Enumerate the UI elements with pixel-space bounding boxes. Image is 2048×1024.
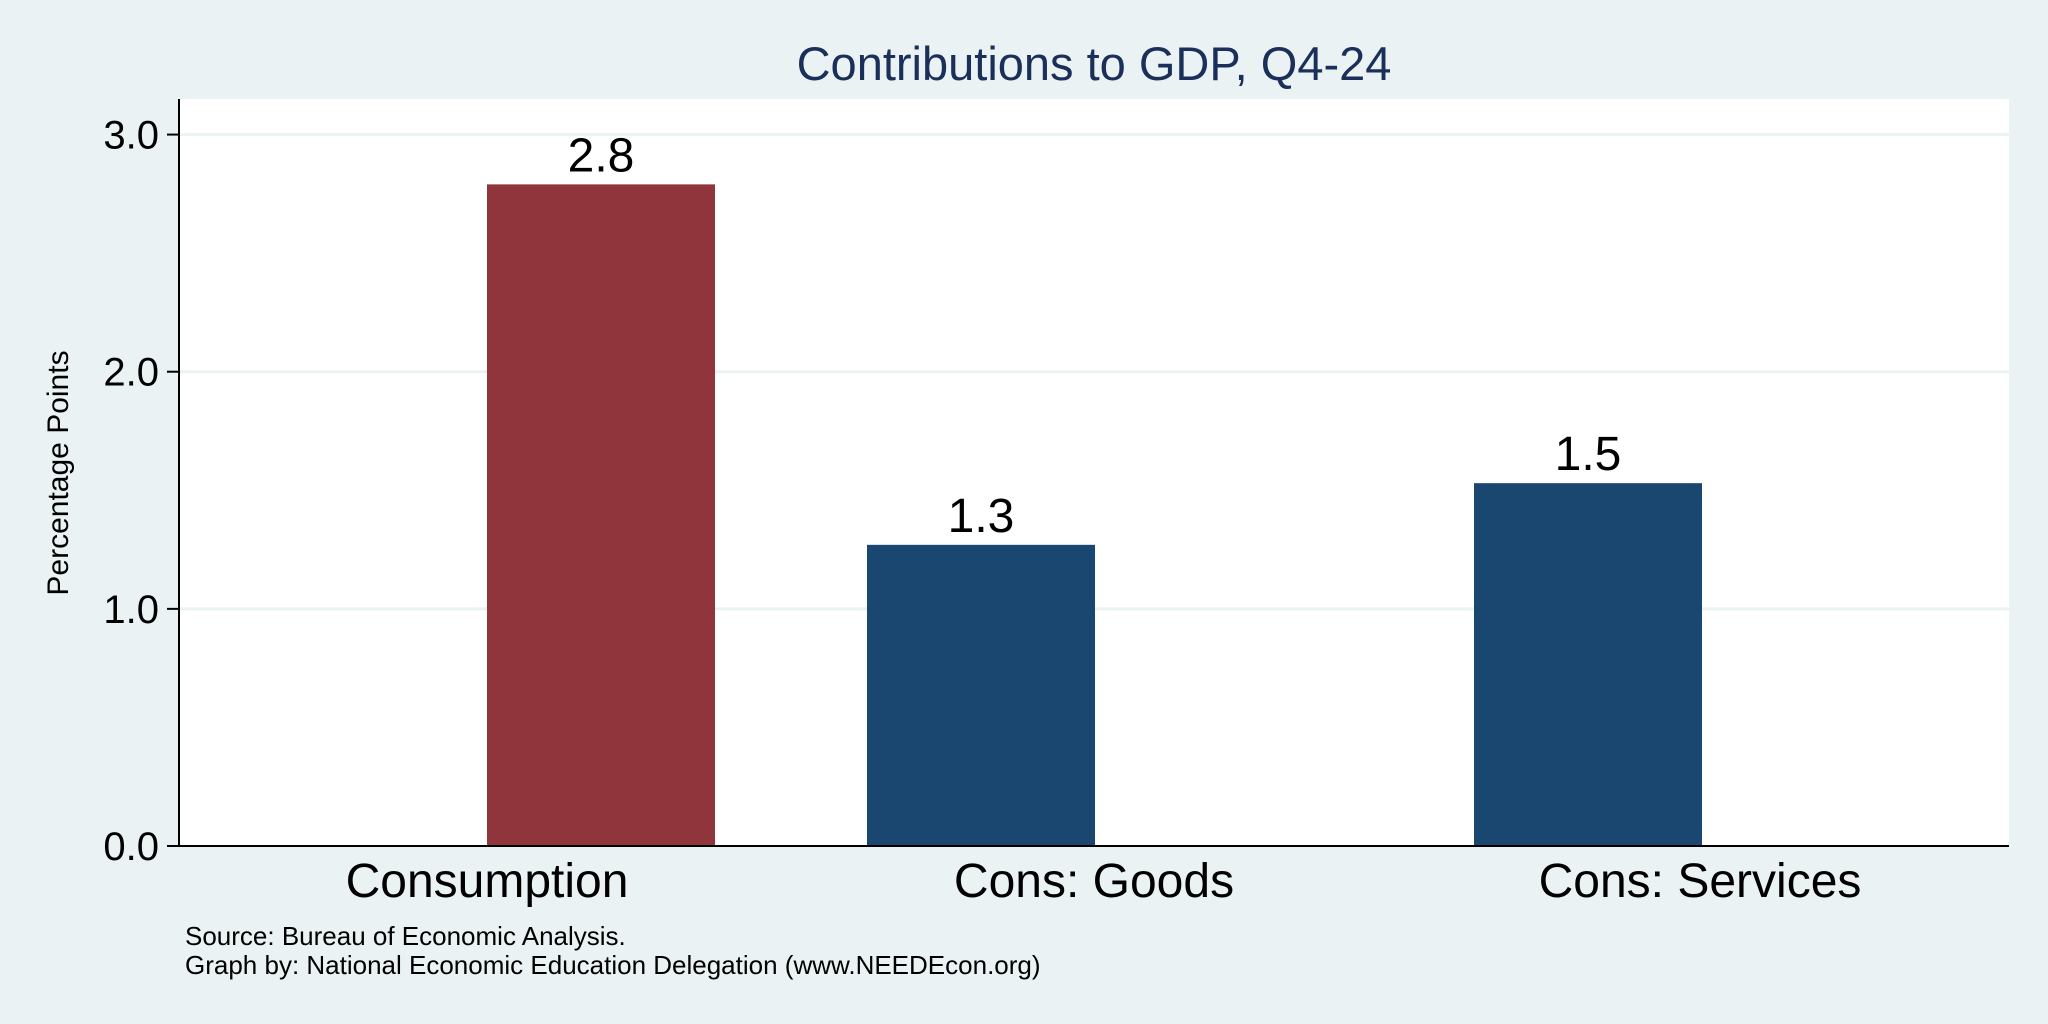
x-tick-label-0: Consumption [346,855,629,908]
value-label-1: 1.3 [948,490,1015,543]
labels: 0.0 1.0 2.0 3.0 Consumption Cons: Goods Cons: … [103,114,1861,908]
bars [487,184,1702,846]
y-tick-label-0: 0.0 [103,825,159,869]
bar-0 [487,184,715,846]
bar-1 [867,544,1095,846]
source-note: Source: Bureau of Economic Analysis. [185,921,626,951]
y-tick-label-3: 3.0 [103,114,159,158]
y-tick-label-1: 1.0 [103,588,159,632]
chart-title: Contributions to GDP, Q4-24 [797,37,1392,90]
y-axis-label: Percentage Points [42,350,75,595]
axes [167,99,2009,847]
y-tick-label-2: 2.0 [103,351,159,395]
credit-note: Graph by: National Economic Education De… [185,950,1041,980]
value-label-0: 2.8 [568,129,635,182]
x-tick-label-2: Cons: Services [1539,855,1862,908]
bar-2 [1474,483,1702,846]
value-label-2: 1.5 [1555,428,1622,481]
x-tick-label-1: Cons: Goods [954,855,1234,908]
